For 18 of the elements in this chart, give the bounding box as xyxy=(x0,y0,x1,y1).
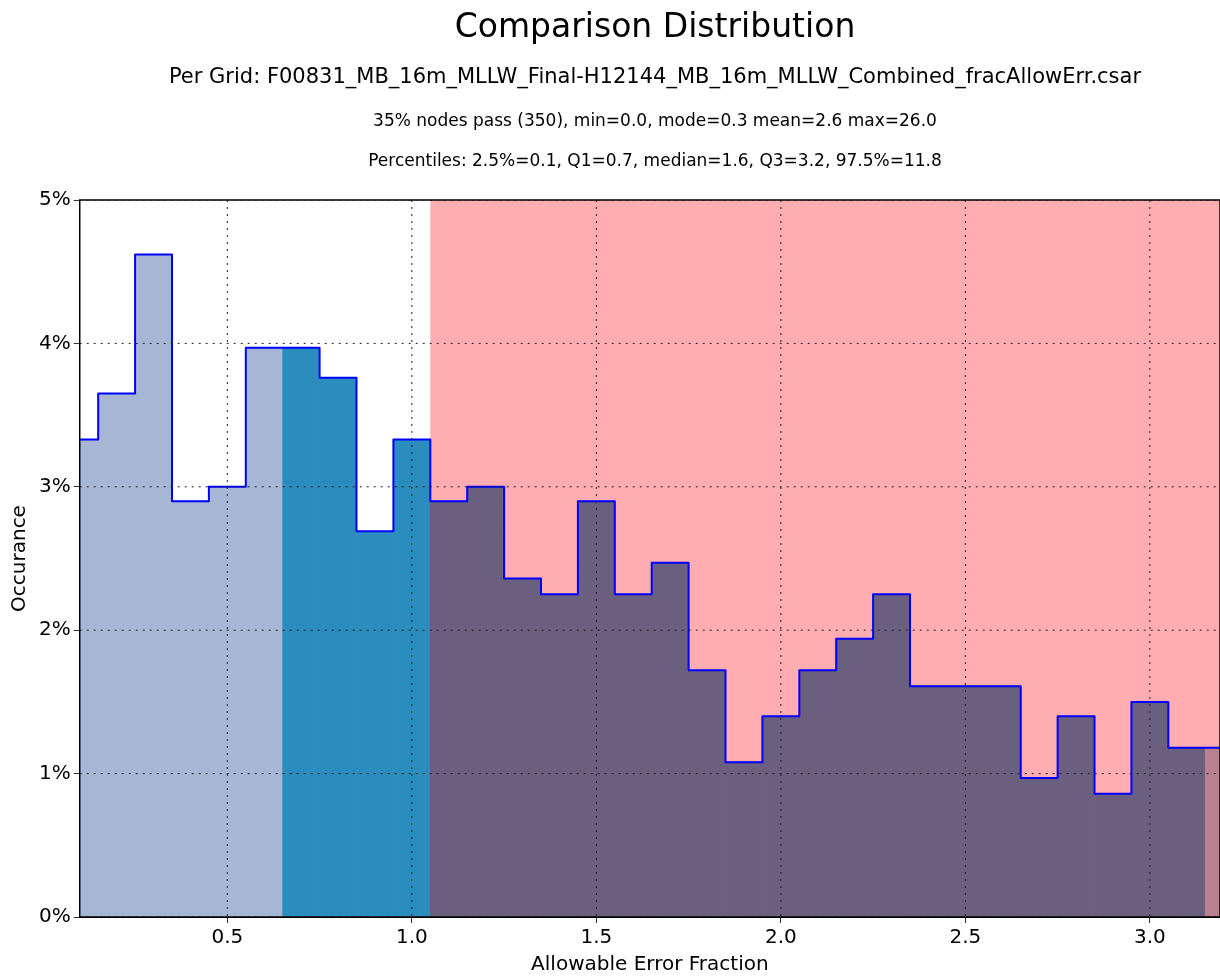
x-tick-label: 0.5 xyxy=(211,924,244,949)
y-tick-label: 5% xyxy=(38,186,71,211)
x-tick-label: 1.5 xyxy=(580,924,613,949)
y-tick-label: 3% xyxy=(38,473,71,497)
x-tick-label: 1.0 xyxy=(395,924,428,949)
y-tick-label: 1% xyxy=(38,759,71,784)
chart-title: Comparison Distribution xyxy=(453,6,857,45)
y-tick-label: 4% xyxy=(38,329,71,354)
y-tick-label: 2% xyxy=(38,616,71,641)
x-tick-label: 2.5 xyxy=(949,924,982,949)
text: 35% nodes pass (350), min=0.0, mode=0.3 mean=2.6 max=26.0 xyxy=(372,110,938,130)
chart-subtitle: Per Grid: F00831_MB_16m_MLLW_Final-H12144_MB_16m_MLLW_Combined_fracAllowErr.csar xyxy=(167,64,1143,88)
y-axis-title: Occurance xyxy=(6,505,31,612)
text: Percentiles: 2.5%=0.1, Q1=0.7, median=1.6, Q3=3.2, 97.5%=11.8 xyxy=(367,150,943,170)
x-tick-label: 3.0 xyxy=(1133,924,1166,949)
y-tick-label: 0% xyxy=(38,903,71,928)
x-axis-title: Allowable Error Fraction xyxy=(531,951,769,976)
x-tick-label: 2.0 xyxy=(764,924,797,949)
